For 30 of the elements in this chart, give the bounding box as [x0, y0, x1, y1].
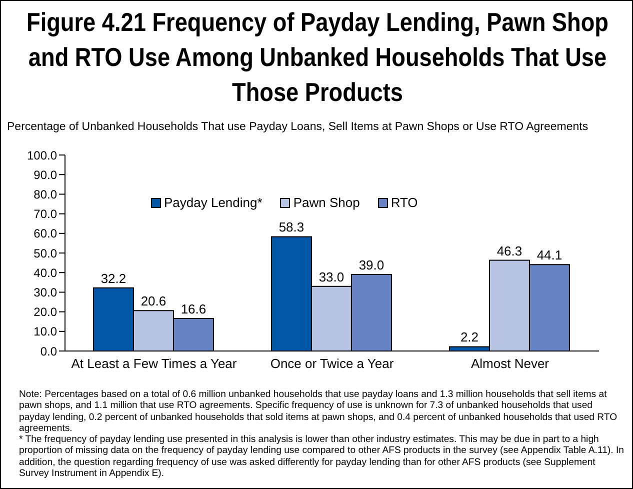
y-tick-label: 60.0 — [34, 226, 58, 241]
y-tick-label: 0.0 — [40, 344, 58, 358]
text: * The frequency of payday lending use presented in this analysis is lower than other industry estimates. This may be due in part to a high proportion of missing data on the frequency of payday lending use compared to other AFS products in the survey (see Appendix Table A.11). In addition, the question regarding frequency of use was asked differently for payday lending than for other AFS products (see Supplement Survey Instrument in Appendix E). — [19, 434, 624, 480]
legend-label: RTO — [390, 195, 418, 210]
y-tick-label: 70.0 — [34, 207, 58, 222]
y-tick-label: 10.0 — [34, 324, 58, 339]
data-label: 32.2 — [100, 270, 126, 286]
y-tick-label: 90.0 — [34, 168, 58, 182]
y-tick-label: 30.0 — [34, 285, 58, 300]
data-label: 33.0 — [318, 269, 344, 284]
y-tick-label: 20.0 — [34, 305, 58, 320]
legend-label: Pawn Shop — [292, 195, 360, 210]
text: Note: Percentages based on a total of 0.6 million unbanked households that use payday loans and 1.3 million households that sell items at pawn shops, and 1.1 million that use RTO agreements. Specific frequency of use is unknown for 7.3 of unbanked households that used payday lending, 0.2 percent of unbanked households that sold items at pawn shops, and 0.4 percent of unbanked households that used RTO agreements. — [19, 389, 618, 434]
data-label: 20.6 — [140, 294, 166, 309]
data-label: 2.2 — [460, 330, 479, 345]
legend-label: Payday Lending* — [163, 195, 262, 210]
data-label: 58.3 — [278, 220, 304, 235]
y-tick-label: 40.0 — [34, 266, 58, 280]
y-tick-label: 100.0 — [26, 148, 58, 162]
chart-title: Figure 4.21 Frequency of Payday Lending, Pawn Shop and RTO Use Among Unbanked Households That Use Those Products — [26, 6, 610, 109]
x-tick-label: Once or Twice a Year — [270, 356, 394, 372]
data-label: 44.1 — [536, 248, 562, 263]
data-label: 16.6 — [180, 301, 206, 316]
data-label: 39.0 — [358, 258, 384, 273]
data-label: 46.3 — [496, 243, 522, 258]
y-axis-title: Percentage of Unbanked Households That use Payday Loans, Sell Items at Pawn Shops or Use RTO Agreements — [7, 121, 590, 134]
x-tick-label: At Least a Few Times a Year — [71, 356, 238, 372]
x-tick-label: Almost Never — [470, 356, 550, 372]
y-tick-label: 50.0 — [34, 246, 58, 260]
y-tick-label: 80.0 — [34, 187, 58, 202]
